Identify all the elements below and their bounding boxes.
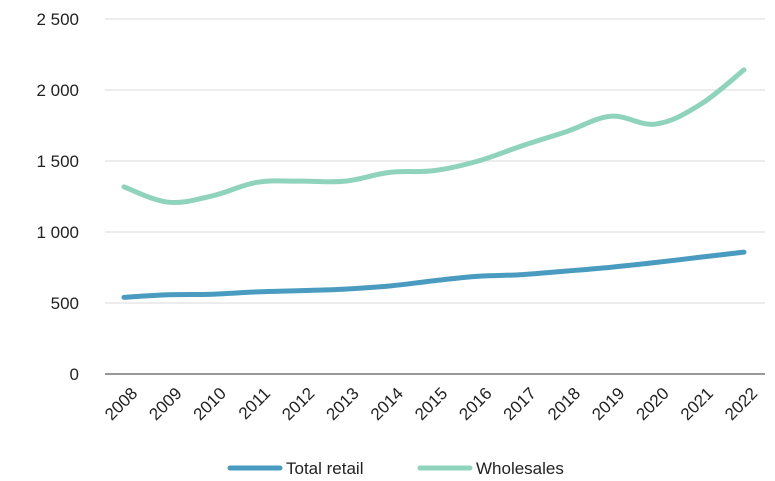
y-tick-label: 0 [70, 365, 79, 384]
series-line-total-retail [121, 249, 747, 300]
x-tick-label: 2009 [145, 384, 185, 424]
x-tick-label: 2022 [721, 384, 761, 424]
x-tick-label: 2021 [677, 384, 717, 424]
series-lines [121, 67, 747, 300]
x-tick-label: 2017 [500, 384, 540, 424]
x-tick-label: 2016 [455, 384, 495, 424]
x-tick-label: 2008 [101, 384, 141, 424]
x-tick-label: 2010 [190, 384, 230, 424]
x-tick-label: 2018 [544, 384, 584, 424]
y-tick-label: 1 500 [36, 152, 79, 171]
x-tick-label: 2020 [633, 384, 673, 424]
y-tick-label: 1 000 [36, 223, 79, 242]
x-tick-label: 2013 [323, 384, 363, 424]
x-tick-label: 2012 [278, 384, 318, 424]
y-tick-label: 2 000 [36, 81, 79, 100]
y-tick-label: 2 500 [36, 10, 79, 29]
legend-label: Total retail [286, 459, 363, 478]
gridlines [105, 18, 765, 304]
y-tick-label: 500 [51, 294, 79, 313]
series-line-wholesales [121, 67, 747, 206]
y-axis-ticks: 0 500 1 000 1 500 2 000 2 500 [36, 10, 79, 384]
x-tick-label: 2014 [367, 384, 407, 424]
x-tick-label: 2015 [411, 384, 451, 424]
x-tick-label: 2011 [235, 384, 274, 423]
legend: Total retail Wholesales [227, 459, 564, 478]
x-tick-label: 2019 [588, 384, 628, 424]
x-axis-ticks: 2008 2009 2010 2011 2012 2013 2014 2015 2016 2017… [101, 384, 761, 424]
legend-label: Wholesales [476, 459, 564, 478]
